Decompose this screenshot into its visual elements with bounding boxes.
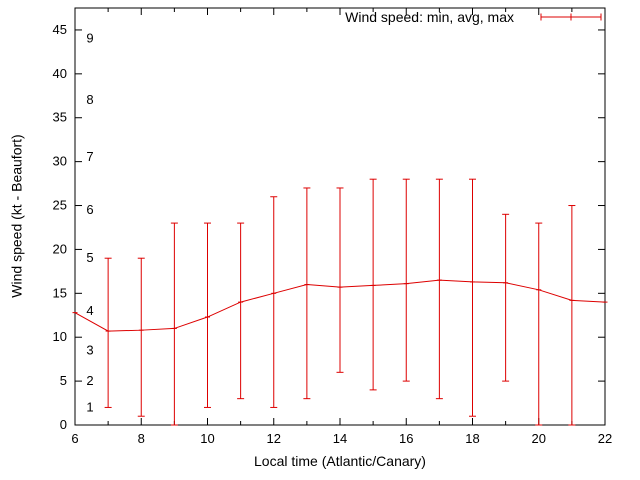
x-tick-label: 14	[333, 431, 347, 446]
beaufort-label: 4	[86, 303, 93, 318]
x-tick-label: 22	[598, 431, 612, 446]
y-tick-label: 20	[53, 241, 67, 256]
beaufort-label: 1	[86, 399, 93, 414]
y-tick-label: 10	[53, 329, 67, 344]
x-axis-label: Local time (Atlantic/Canary)	[254, 453, 426, 469]
x-tick-label: 8	[138, 431, 145, 446]
beaufort-label: 2	[86, 373, 93, 388]
beaufort-label: 3	[86, 342, 93, 357]
x-tick-label: 12	[267, 431, 281, 446]
y-tick-label: 0	[60, 417, 67, 432]
beaufort-label: 9	[86, 31, 93, 46]
y-axis-label: Wind speed (kt - Beaufort)	[8, 134, 25, 298]
x-tick-label: 6	[71, 431, 78, 446]
x-tick-label: 18	[465, 431, 479, 446]
errorbar-legend-symbol	[540, 13, 602, 21]
beaufort-label: 8	[86, 92, 93, 107]
y-tick-label: 45	[53, 22, 67, 37]
y-tick-label: 15	[53, 285, 67, 300]
x-tick-label: 20	[532, 431, 546, 446]
y-tick-label: 5	[60, 373, 67, 388]
legend: Wind speed: min, avg, max	[345, 7, 602, 27]
beaufort-label: 7	[86, 149, 93, 164]
beaufort-label: 5	[86, 250, 93, 265]
y-tick-label: 30	[53, 154, 67, 169]
x-tick-label: 10	[200, 431, 214, 446]
beaufort-label: 6	[86, 202, 93, 217]
legend-label: Wind speed: min, avg, max	[345, 9, 514, 25]
x-tick-label: 16	[399, 431, 413, 446]
y-tick-label: 25	[53, 198, 67, 213]
y-tick-label: 40	[53, 66, 67, 81]
y-tick-label: 35	[53, 110, 67, 125]
